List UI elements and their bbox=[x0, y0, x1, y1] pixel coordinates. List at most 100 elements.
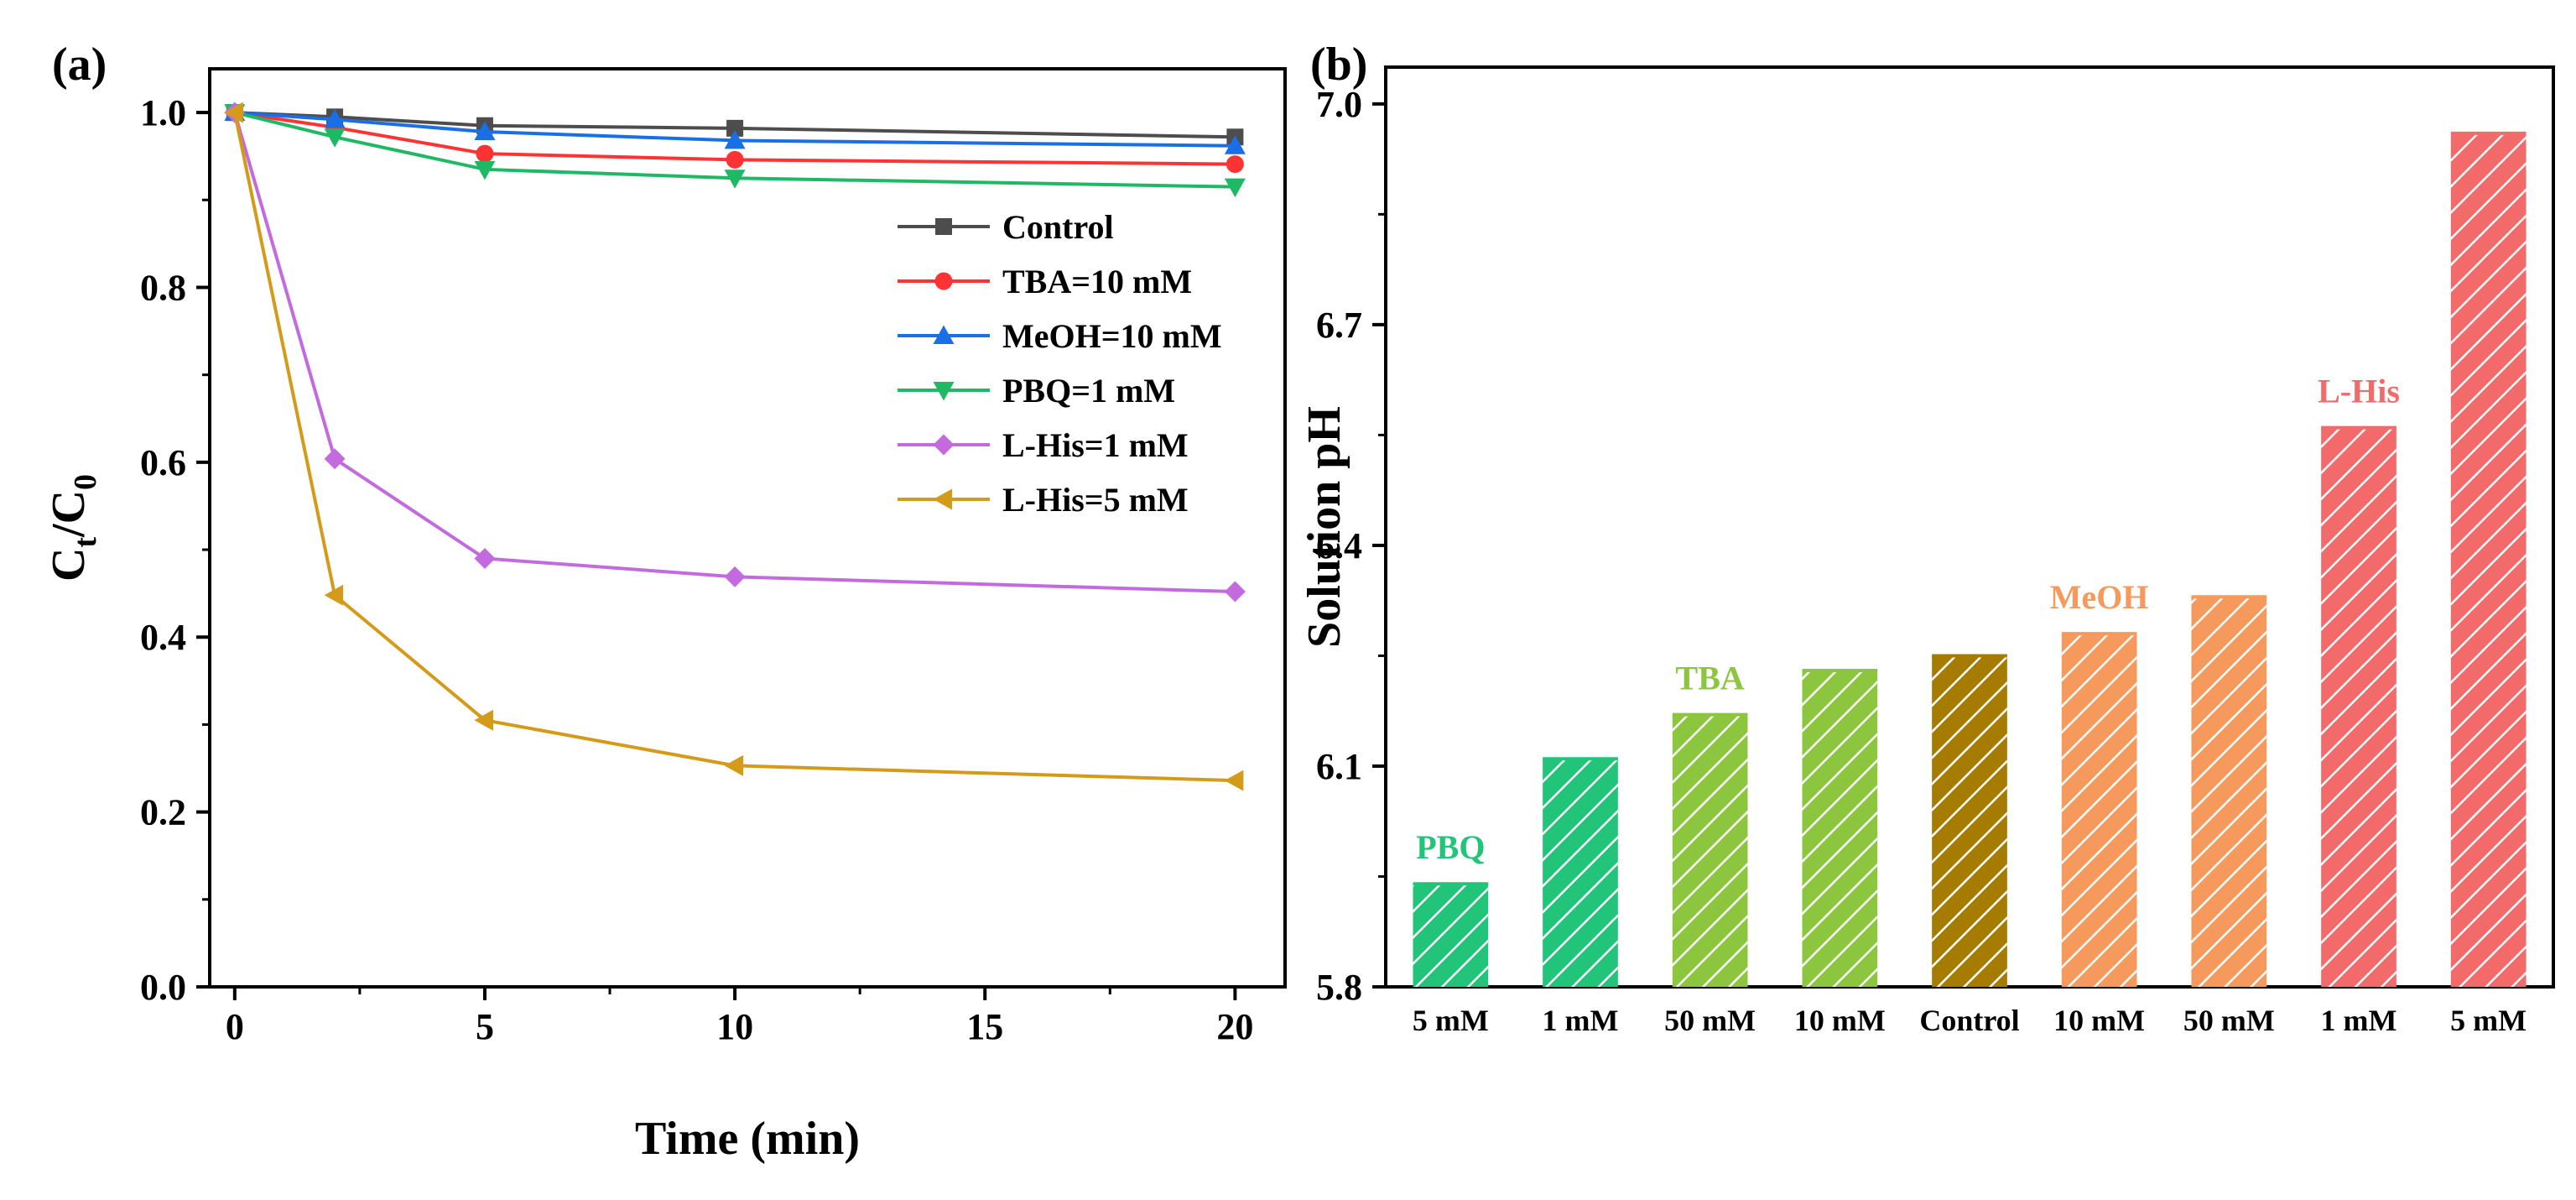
category-label: 50 mM bbox=[1664, 1004, 1756, 1037]
data-point bbox=[724, 170, 746, 189]
data-point bbox=[726, 119, 744, 137]
y-tick-label: 6.1 bbox=[1316, 746, 1362, 787]
bar-1 bbox=[1543, 757, 1618, 987]
data-point bbox=[324, 448, 346, 470]
category-label: 10 mM bbox=[1794, 1004, 1886, 1037]
legend-label: PBQ=1 mM bbox=[1002, 372, 1175, 410]
y-title-slash-c: /C bbox=[43, 490, 95, 538]
legend-marker bbox=[933, 325, 955, 344]
data-point bbox=[474, 547, 496, 569]
data-point bbox=[1224, 581, 1246, 603]
x-tick-label: 5 bbox=[476, 1006, 494, 1047]
category-label: 50 mM bbox=[2183, 1004, 2275, 1037]
group-label-TBA: TBA bbox=[1676, 660, 1745, 697]
bar-hatch bbox=[1932, 655, 2007, 987]
category-label: 1 mM bbox=[2321, 1004, 2397, 1037]
y-tick-label: 6.4 bbox=[1316, 525, 1362, 566]
category-label: Control bbox=[1919, 1004, 2019, 1037]
panel-a-plot-frame bbox=[208, 67, 1287, 989]
y-tick-label: 7.0 bbox=[1316, 84, 1362, 125]
category-label: 5 mM bbox=[2450, 1004, 2527, 1037]
panel-a-label: (a) bbox=[52, 39, 107, 91]
y-tick-label: 0.2 bbox=[140, 792, 186, 833]
group-label-L-His: L-His bbox=[2318, 373, 2400, 410]
panel-a-legend: Control TBA=10 mM MeOH=10 mM PBQ=1 mM L-His=… bbox=[898, 208, 1222, 519]
legend-label: Control bbox=[1002, 208, 1114, 246]
data-point bbox=[474, 160, 496, 180]
legend-marker bbox=[933, 382, 955, 401]
legend-label: MeOH=10 mM bbox=[1002, 317, 1222, 355]
data-point bbox=[474, 121, 496, 141]
legend-marker bbox=[933, 434, 955, 456]
group-label-PBQ: PBQ bbox=[1416, 828, 1485, 866]
bar-hatch bbox=[2450, 133, 2527, 988]
series-L-His=1 mM bbox=[224, 102, 1246, 603]
legend-label: L-His=1 mM bbox=[1002, 426, 1189, 464]
bar-7 bbox=[2321, 425, 2396, 988]
data-point bbox=[474, 709, 493, 731]
data-point bbox=[224, 102, 243, 123]
y-tick-label: 0.0 bbox=[140, 967, 186, 1008]
panel-b-y-axis-title: Solution pH bbox=[1298, 406, 1350, 648]
bar-hatch bbox=[2191, 597, 2267, 987]
panel-b-bar-chart: (b) 5.8 6.1 6.4 6.7 7.0 Solution pH 5 mM 1 mM… bbox=[1298, 39, 2555, 1037]
panel-b-y-ticks: 5.8 6.1 6.4 6.7 7.0 bbox=[1316, 84, 1386, 1008]
bar-hatch bbox=[1672, 714, 1748, 987]
data-point bbox=[724, 566, 746, 587]
data-point bbox=[1226, 155, 1244, 174]
data-point bbox=[324, 128, 346, 148]
data-point bbox=[1224, 178, 1246, 198]
bar-hatch bbox=[2321, 427, 2396, 988]
data-point bbox=[476, 144, 494, 163]
panel-a-y-ticks: 0.0 0.2 0.4 0.6 0.8 1.0 bbox=[140, 92, 210, 1008]
bar-hatch bbox=[1543, 759, 1618, 987]
y-title-sub-t: t bbox=[68, 537, 103, 548]
data-point bbox=[324, 108, 346, 128]
y-title-c: C bbox=[43, 548, 95, 582]
y-title-sub-0: 0 bbox=[68, 474, 103, 490]
y-tick-label: 1.0 bbox=[140, 92, 186, 133]
y-tick-label: 6.7 bbox=[1316, 305, 1362, 346]
legend-entry: L-His=1 mM bbox=[898, 426, 1189, 464]
x-tick-label: 10 bbox=[716, 1006, 753, 1047]
x-tick-label: 20 bbox=[1216, 1006, 1253, 1047]
panel-b-group-labels: PBQ TBA MeOH L-His bbox=[1416, 373, 2400, 867]
legend-entry: PBQ=1 mM bbox=[898, 372, 1175, 410]
bar-hatch bbox=[1802, 670, 1878, 987]
data-point bbox=[724, 754, 744, 776]
legend-label: TBA=10 mM bbox=[1002, 263, 1192, 300]
bar-6 bbox=[2191, 595, 2267, 987]
bar-4 bbox=[1932, 654, 2007, 987]
y-tick-label: 0.8 bbox=[140, 267, 186, 308]
bar-0 bbox=[1413, 882, 1489, 987]
data-point bbox=[1224, 135, 1246, 154]
bar-hatch bbox=[2061, 634, 2137, 987]
panel-a-x-ticks: 0 5 10 15 20 bbox=[226, 987, 1253, 1047]
panel-a-x-axis-title: Time (min) bbox=[635, 1113, 860, 1165]
legend-marker bbox=[935, 218, 952, 235]
legend-entry: TBA=10 mM bbox=[898, 263, 1192, 300]
panel-b-label: (b) bbox=[1310, 39, 1367, 91]
data-point bbox=[726, 150, 744, 169]
panel-a-line-chart: (a) 0.0 0.2 0.4 0.6 0.8 1.0 0 5 10 15 20 Time (mi… bbox=[43, 39, 1287, 1165]
legend-entry: Control bbox=[898, 208, 1114, 246]
y-tick-label: 5.8 bbox=[1316, 967, 1362, 1008]
bar-3 bbox=[1802, 668, 1878, 987]
category-label: 5 mM bbox=[1413, 1004, 1489, 1037]
category-label: 10 mM bbox=[2053, 1004, 2145, 1037]
y-tick-label: 0.4 bbox=[140, 617, 186, 658]
data-point bbox=[724, 129, 746, 149]
bar-2 bbox=[1672, 712, 1748, 987]
legend-label: L-His=5 mM bbox=[1002, 481, 1189, 519]
panel-b-bars bbox=[1413, 131, 2527, 988]
legend-entry: MeOH=10 mM bbox=[898, 317, 1222, 355]
panel-b-category-labels: 5 mM 1 mM 50 mM 10 mM Control 10 mM 50 mM 1 mM 5… bbox=[1413, 1004, 2527, 1037]
x-tick-label: 15 bbox=[966, 1006, 1003, 1047]
category-label: 1 mM bbox=[1543, 1004, 1619, 1037]
bar-hatch bbox=[1413, 884, 1489, 987]
legend-marker bbox=[934, 272, 953, 290]
panel-a-series bbox=[224, 102, 1246, 791]
data-point bbox=[324, 584, 344, 606]
panel-a-y-axis-title: Ct/C0 bbox=[43, 474, 103, 582]
